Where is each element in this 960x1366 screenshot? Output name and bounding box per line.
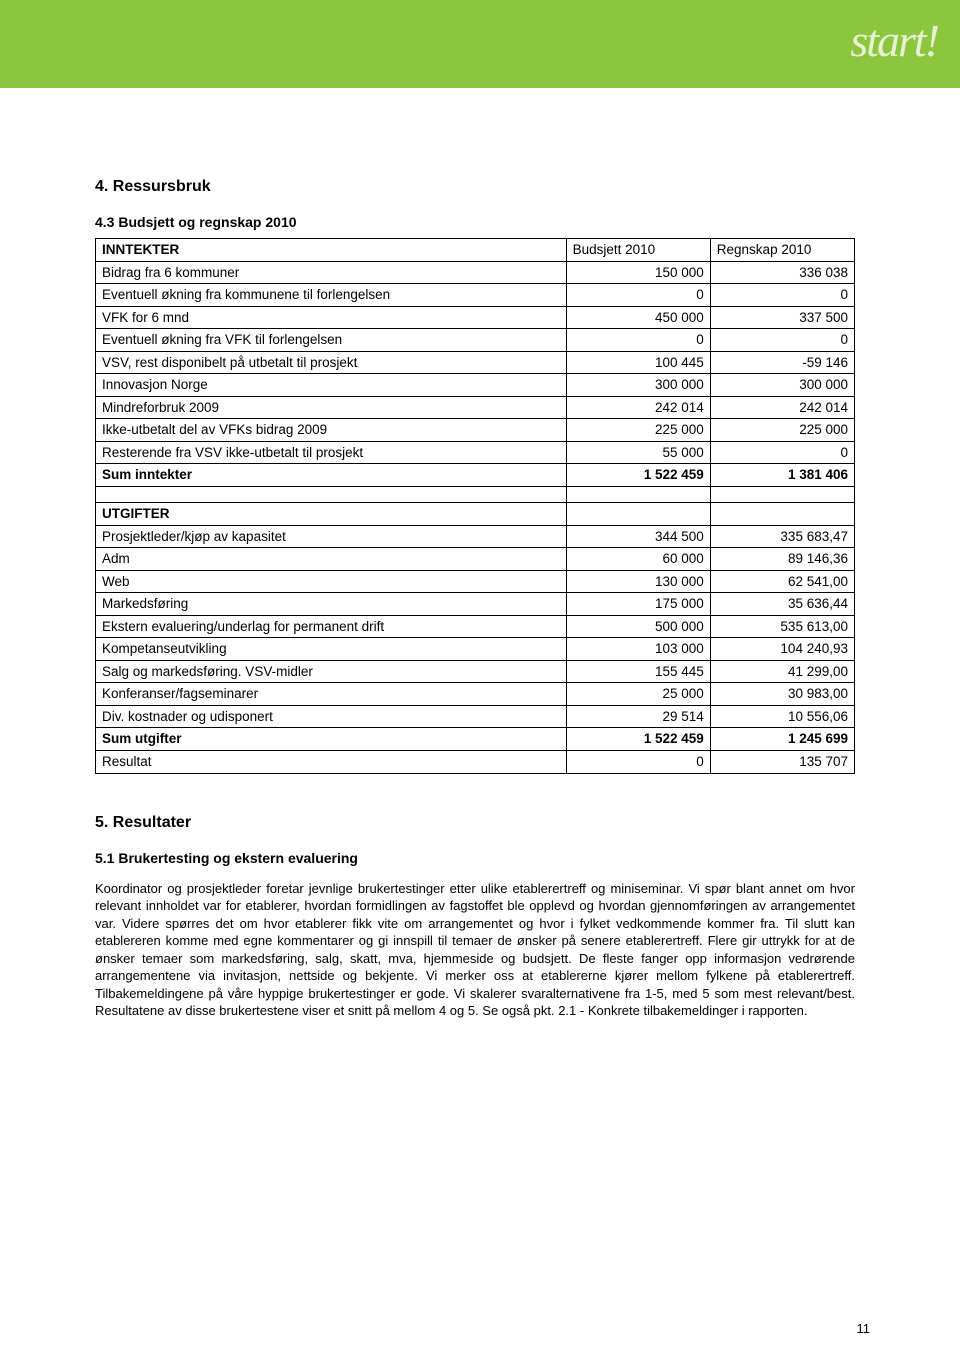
header-inntekter: INNTEKTER (96, 239, 567, 262)
page-number: 11 (857, 1321, 871, 1336)
table-header-row: INNTEKTER Budsjett 2010 Regnskap 2010 (96, 239, 855, 262)
table-row: Kompetanseutvikling103 000104 240,93 (96, 638, 855, 661)
table-row: Prosjektleder/kjøp av kapasitet344 50033… (96, 525, 855, 548)
page-content: 4. Ressursbruk 4.3 Budsjett og regnskap … (0, 178, 960, 1020)
section-5-title: 5. Resultater (95, 814, 855, 832)
logo: start! (850, 14, 938, 67)
table-row: Ekstern evaluering/underlag for permanen… (96, 615, 855, 638)
section-5-body: Koordinator og prosjektleder foretar jev… (95, 880, 855, 1020)
header-regnskap: Regnskap 2010 (710, 239, 854, 262)
table-row: Div. kostnader og udisponert29 51410 556… (96, 705, 855, 728)
table-row: Adm60 00089 146,36 (96, 548, 855, 571)
table-row: Eventuell økning fra VFK til forlengelse… (96, 329, 855, 352)
table-row: Mindreforbruk 2009242 014242 014 (96, 396, 855, 419)
table-row: Eventuell økning fra kommunene til forle… (96, 284, 855, 307)
section-4-3-title: 4.3 Budsjett og regnskap 2010 (95, 214, 855, 230)
budget-table: INNTEKTER Budsjett 2010 Regnskap 2010 Bi… (95, 238, 855, 774)
section-5-1-title: 5.1 Brukertesting og ekstern evaluering (95, 850, 855, 866)
table-row: Ikke-utbetalt del av VFKs bidrag 2009225… (96, 419, 855, 442)
table-row: Resterende fra VSV ikke-utbetalt til pro… (96, 441, 855, 464)
table-row: Innovasjon Norge300 000300 000 (96, 374, 855, 397)
table-row: Markedsføring175 00035 636,44 (96, 593, 855, 616)
spacer-row (96, 487, 855, 503)
header-band: start! (0, 0, 960, 88)
resultat-row: Resultat0135 707 (96, 751, 855, 774)
table-row: Bidrag fra 6 kommuner150 000336 038 (96, 261, 855, 284)
table-row: Salg og markedsføring. VSV-midler155 445… (96, 660, 855, 683)
section-4-title: 4. Ressursbruk (95, 178, 855, 196)
table-row: VSV, rest disponibelt på utbetalt til pr… (96, 351, 855, 374)
sum-utgifter-row: Sum utgifter1 522 4591 245 699 (96, 728, 855, 751)
utgifter-header-row: UTGIFTER (96, 503, 855, 526)
table-row: VFK for 6 mnd450 000337 500 (96, 306, 855, 329)
header-budsjett: Budsjett 2010 (566, 239, 710, 262)
table-row: Konferanser/fagseminarer25 00030 983,00 (96, 683, 855, 706)
table-row: Web130 00062 541,00 (96, 570, 855, 593)
sum-inntekter-row: Sum inntekter1 522 4591 381 406 (96, 464, 855, 487)
